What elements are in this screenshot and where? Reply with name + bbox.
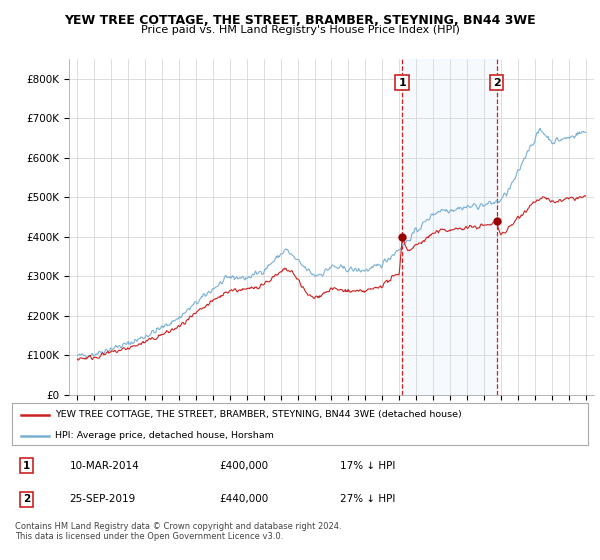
Text: £440,000: £440,000 [220,494,269,504]
Text: 27% ↓ HPI: 27% ↓ HPI [340,494,395,504]
Text: 2: 2 [493,77,500,87]
Text: 1: 1 [23,460,30,470]
Text: YEW TREE COTTAGE, THE STREET, BRAMBER, STEYNING, BN44 3WE: YEW TREE COTTAGE, THE STREET, BRAMBER, S… [64,14,536,27]
Text: Price paid vs. HM Land Registry's House Price Index (HPI): Price paid vs. HM Land Registry's House … [140,25,460,35]
Text: HPI: Average price, detached house, Horsham: HPI: Average price, detached house, Hors… [55,431,274,441]
Text: £400,000: £400,000 [220,460,268,470]
Text: Contains HM Land Registry data © Crown copyright and database right 2024.
This d: Contains HM Land Registry data © Crown c… [15,522,341,542]
Text: 1: 1 [398,77,406,87]
Bar [402,59,497,395]
Text: 10-MAR-2014: 10-MAR-2014 [70,460,139,470]
Text: 25-SEP-2019: 25-SEP-2019 [70,494,136,504]
Text: 17% ↓ HPI: 17% ↓ HPI [340,460,395,470]
Text: 2: 2 [23,494,30,504]
Text: YEW TREE COTTAGE, THE STREET, BRAMBER, STEYNING, BN44 3WE (detached house): YEW TREE COTTAGE, THE STREET, BRAMBER, S… [55,410,462,419]
